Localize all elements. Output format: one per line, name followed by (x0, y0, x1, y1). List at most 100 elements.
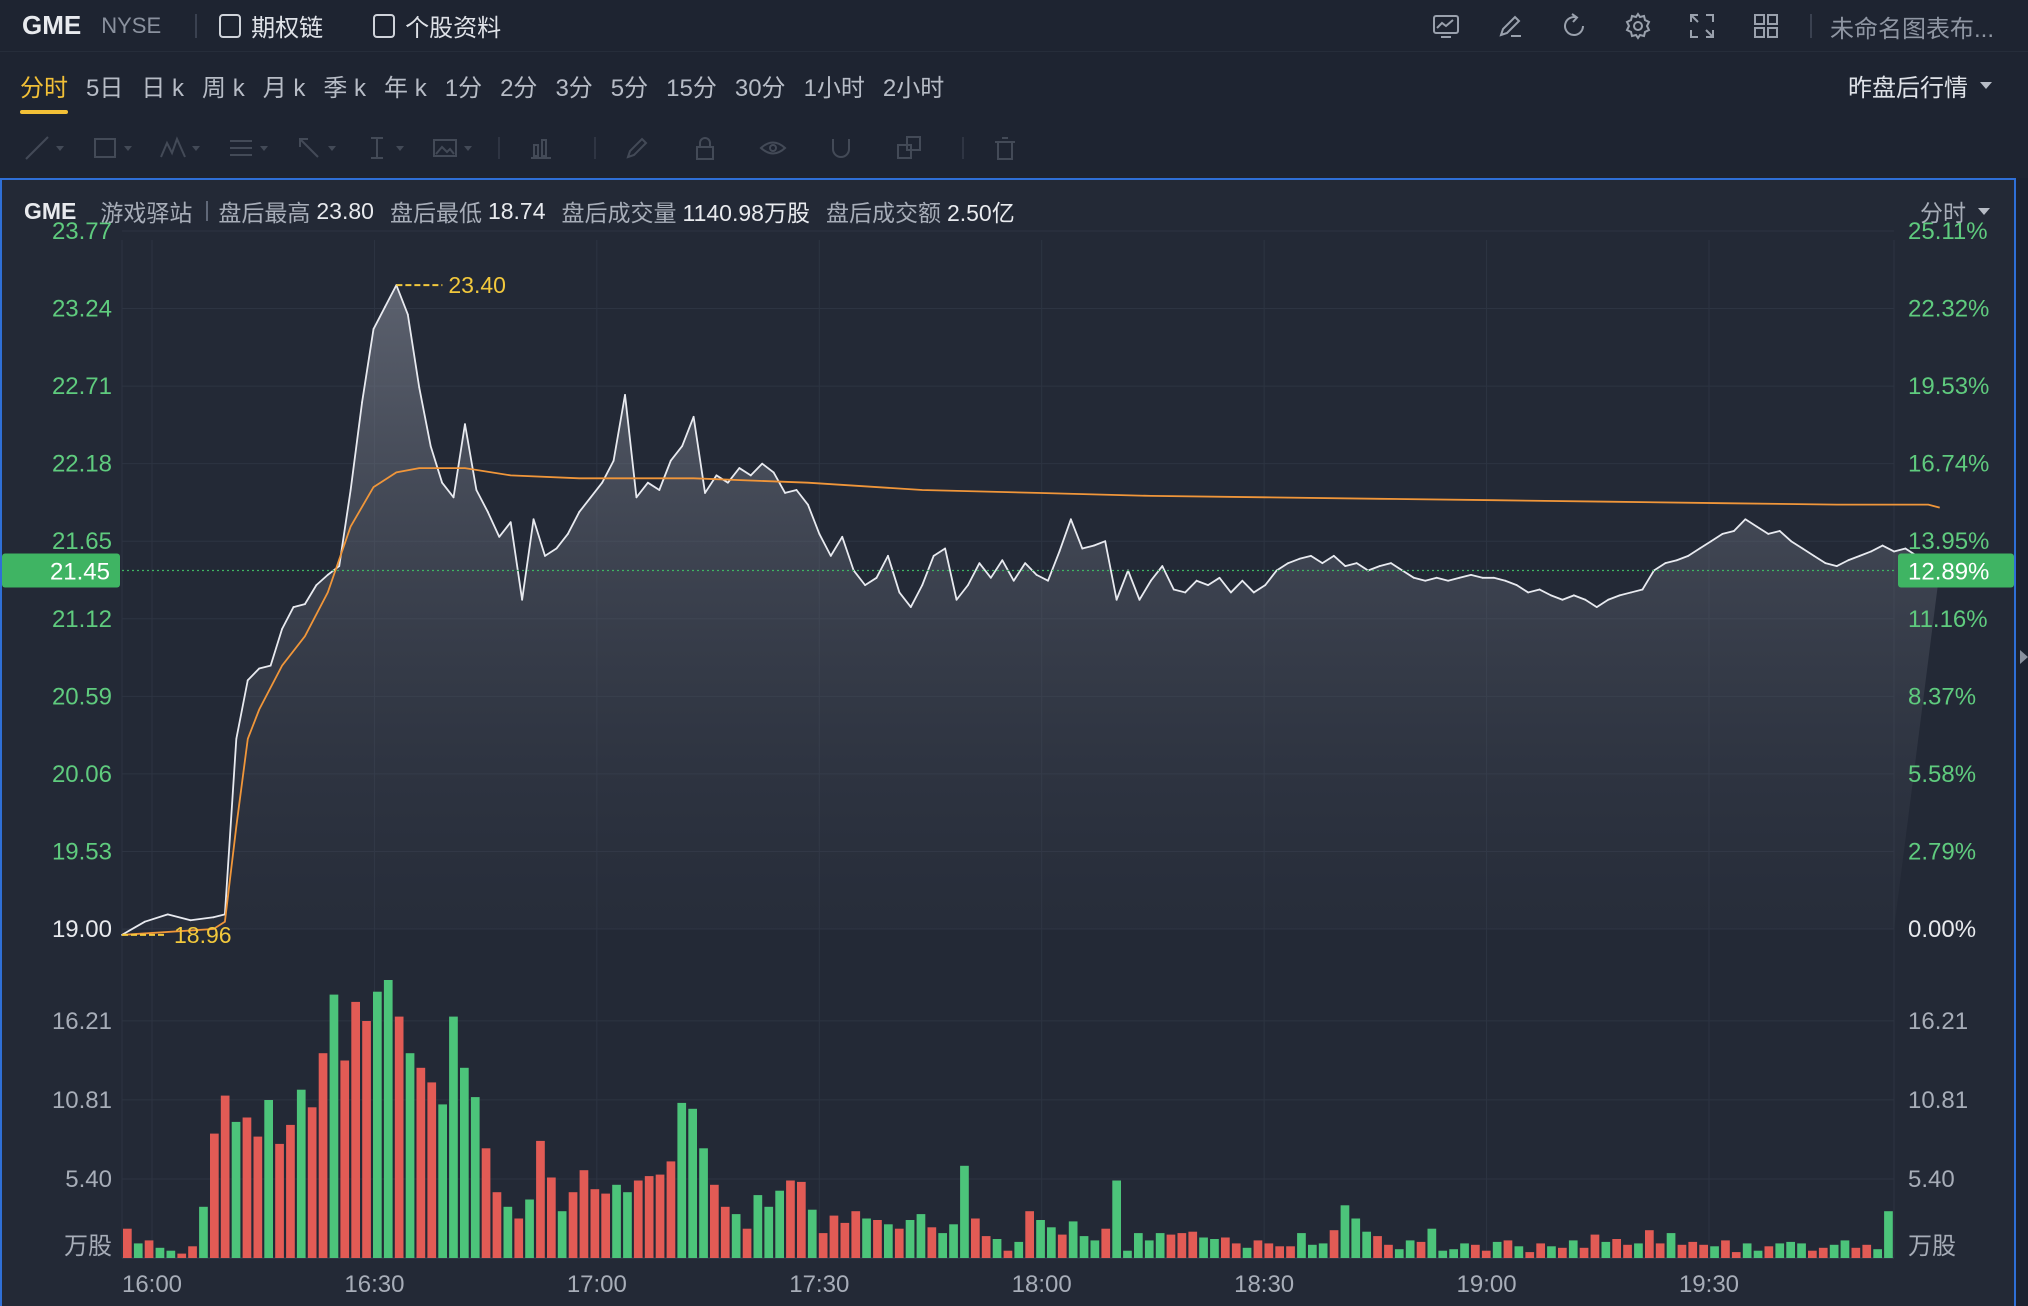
fullscreen-button[interactable] (1682, 6, 1722, 46)
period-tab[interactable]: 1分 (444, 74, 483, 102)
layout-name-select[interactable]: 未命名图表布... (1829, 15, 1994, 43)
period-tab[interactable]: 5分 (610, 74, 649, 102)
pattern-tool-button[interactable] (158, 128, 202, 168)
price-point-segment (1893, 547, 1907, 553)
volume-bar (992, 1239, 1002, 1258)
period-tab[interactable]: 30分 (734, 74, 786, 102)
price-point-segment (578, 496, 592, 513)
current-percent-badge[interactable] (1898, 553, 2014, 588)
price-point-segment (1355, 562, 1370, 572)
image-icon (433, 139, 457, 157)
period-tab[interactable]: 2分 (500, 74, 538, 102)
volume-bar (492, 1192, 502, 1258)
volume-bar (1199, 1237, 1208, 1258)
volume-bar (1688, 1241, 1698, 1258)
pencil-tool-button[interactable] (622, 128, 666, 168)
period-tab[interactable]: 月 k (262, 74, 306, 102)
symbol-title[interactable]: GME (22, 10, 82, 40)
draw-button[interactable] (1490, 6, 1530, 46)
period-tab[interactable]: 1小时 (803, 74, 865, 102)
clone-tool-button[interactable] (894, 128, 938, 168)
bar-tool-icon (531, 139, 551, 159)
price-point-segment (1653, 562, 1667, 572)
stock-profile-link[interactable]: 个股资料 (373, 8, 501, 43)
pattern-icon (160, 136, 186, 158)
price-point-segment (1150, 565, 1164, 582)
bar-tool-tool-button[interactable] (526, 128, 570, 168)
rectangle-tool-button[interactable] (90, 128, 134, 168)
volume-bar (460, 1067, 469, 1258)
price-point-segment (1470, 573, 1484, 579)
lock-tool-button[interactable] (690, 128, 734, 168)
volume-bar (1318, 1243, 1328, 1258)
time-tick-label: 16:30 (344, 1271, 404, 1298)
average-price-line (121, 467, 1940, 936)
price-point-segment (372, 306, 386, 330)
volume-bar (1514, 1246, 1524, 1258)
options-chain-link[interactable]: 期权链 (219, 8, 323, 43)
caret-down-icon (396, 145, 404, 151)
volume-bar (1177, 1233, 1187, 1258)
high-value: 23.80 (316, 197, 374, 224)
price-point-segment (418, 386, 432, 448)
price-point-segment (1207, 576, 1221, 587)
price-point-segment (1230, 579, 1244, 594)
price-point-segment (1607, 594, 1621, 601)
price-point-segment (1870, 544, 1884, 553)
period-tab[interactable]: 3分 (555, 74, 593, 102)
refresh-button[interactable] (1554, 6, 1594, 46)
period-tab[interactable]: 5日 (86, 74, 124, 102)
volume-bar (1449, 1249, 1458, 1258)
price-point-segment (1858, 550, 1873, 557)
price-point-segment (384, 284, 398, 308)
session-select[interactable]: 昨盘后行情 (1848, 52, 1992, 118)
volume-bar (1471, 1244, 1480, 1258)
period-tab[interactable]: 分时 (20, 52, 68, 118)
arrow-tool-button[interactable] (294, 128, 338, 168)
period-tab[interactable]: 年 k (384, 74, 427, 102)
period-tab[interactable]: 周 k (202, 74, 245, 102)
percent-tick-label: 8.37% (1908, 683, 1976, 710)
text-cursor-tool-button[interactable] (362, 128, 406, 168)
indicator-button[interactable] (1426, 6, 1466, 46)
expand-arrow-icon[interactable] (2020, 650, 2028, 664)
image-tool-button[interactable] (430, 128, 474, 168)
time-tick-label: 17:00 (567, 1271, 627, 1298)
volume-bar (971, 1218, 980, 1258)
high-label: 盘后最高 (218, 200, 311, 226)
top-bar: GME NYSE 期权链 个股资料 未命名图表布... (0, 0, 2028, 52)
chart-panel: 23.40 18.96 23.77 23.24 22.71 22.18 21.65 21.12… (0, 178, 2028, 1306)
price-point-segment (1504, 579, 1518, 587)
price-point-segment (189, 916, 215, 922)
magnet-tool-button[interactable] (826, 128, 870, 168)
caret-down-icon (56, 145, 64, 151)
current-price-badge[interactable] (2, 553, 120, 588)
volume-bar (949, 1224, 958, 1258)
volume-bar (449, 1016, 458, 1258)
price-point-segment (1115, 569, 1129, 601)
fib-tool-button[interactable] (226, 128, 270, 168)
trash-tool-button[interactable] (990, 128, 1034, 168)
price-point-segment (498, 521, 512, 538)
volume-bar (503, 1206, 513, 1258)
volume-bar (329, 994, 339, 1258)
eye-tool-button[interactable] (758, 128, 802, 168)
volume-bar (123, 1228, 132, 1258)
interval-select[interactable]: 分时 (1920, 194, 1990, 228)
layout-button[interactable] (1746, 6, 1786, 46)
volume-bar (786, 1180, 795, 1258)
period-tab[interactable]: 季 k (323, 74, 367, 102)
price-point-segment (989, 559, 1004, 579)
period-tab[interactable]: 2小时 (882, 74, 945, 102)
volume-bar (351, 1001, 360, 1258)
price-point-segment (1458, 573, 1472, 579)
divider (195, 13, 198, 38)
volume-bar (753, 1195, 763, 1258)
intraday-chart[interactable]: 23.40 18.96 23.77 23.24 22.71 22.18 21.65 21.12… (2, 180, 2014, 1306)
period-tab[interactable]: 日 k (141, 74, 185, 102)
period-tab[interactable]: 15分 (666, 74, 717, 102)
settings-button[interactable] (1618, 6, 1658, 46)
volume-bar (1590, 1234, 1600, 1258)
price-point-segment (1698, 540, 1712, 550)
trend-line-tool-button[interactable] (22, 128, 66, 168)
